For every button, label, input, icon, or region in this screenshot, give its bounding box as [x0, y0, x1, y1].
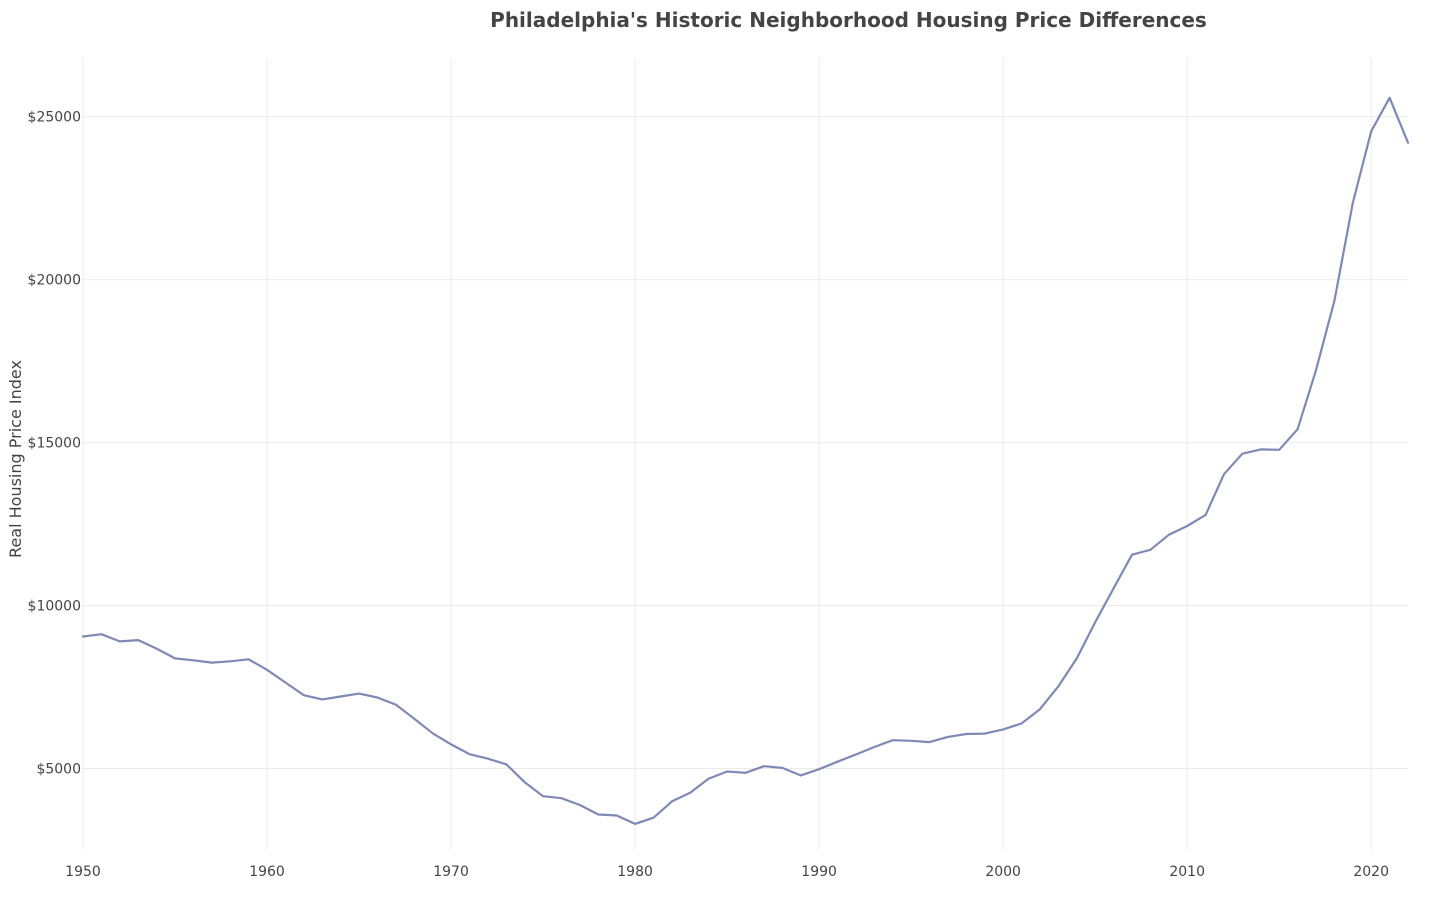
- x-tick-label: 1990: [801, 864, 837, 880]
- vertical-gridlines: [82, 58, 1372, 850]
- y-tick-label: $25000: [28, 110, 81, 126]
- x-tick-label: 2010: [1169, 864, 1205, 880]
- y-axis-title: Real Housing Price Index: [6, 360, 25, 558]
- y-tick-label: $20000: [28, 273, 81, 289]
- x-tick-label: 1970: [433, 864, 469, 880]
- x-axis-tick-labels: 1950 1960 1970 1980 1990 2000 2010 2020: [65, 864, 1389, 880]
- chart-title: Philadelphia's Historic Neighborhood Hou…: [490, 8, 1207, 32]
- horizontal-gridlines: [83, 116, 1408, 770]
- x-tick-label: 1950: [65, 864, 101, 880]
- x-tick-label: 2000: [985, 864, 1021, 880]
- series-line: [81, 96, 1410, 826]
- y-tick-label: $15000: [28, 436, 81, 452]
- series-group: [81, 96, 1410, 826]
- x-tick-label: 1980: [617, 864, 653, 880]
- y-tick-label: $5000: [36, 762, 81, 778]
- x-tick-label: 1960: [249, 864, 285, 880]
- x-tick-label: 2020: [1353, 864, 1389, 880]
- y-tick-label: $10000: [28, 599, 81, 615]
- y-axis-tick-labels: $5000 $10000 $15000 $20000 $25000: [28, 110, 81, 778]
